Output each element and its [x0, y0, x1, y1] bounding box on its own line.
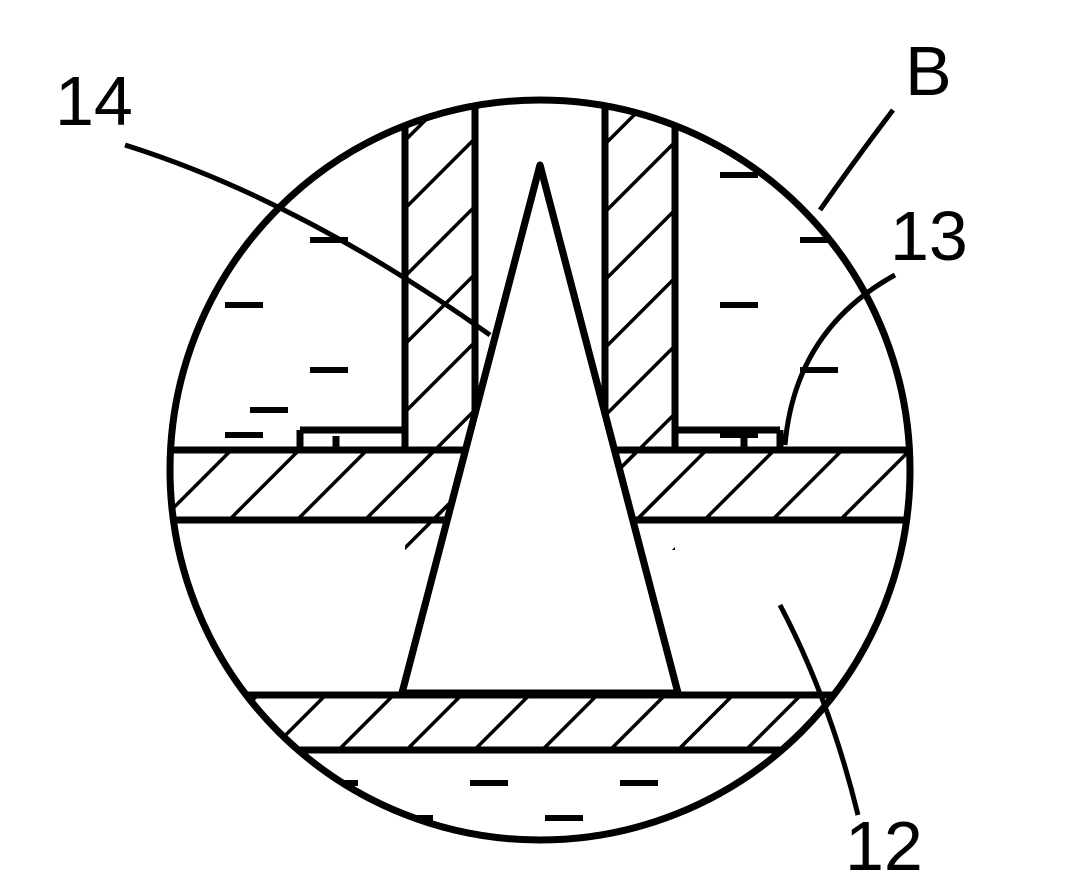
label-13: 13	[890, 197, 968, 275]
label-12: 12	[845, 807, 923, 885]
label-14: 14	[55, 62, 133, 140]
diagram-root: B 14 13 12	[0, 0, 1065, 885]
label-B: B	[905, 32, 952, 110]
leader-line	[785, 275, 895, 445]
leader-line	[820, 110, 893, 210]
